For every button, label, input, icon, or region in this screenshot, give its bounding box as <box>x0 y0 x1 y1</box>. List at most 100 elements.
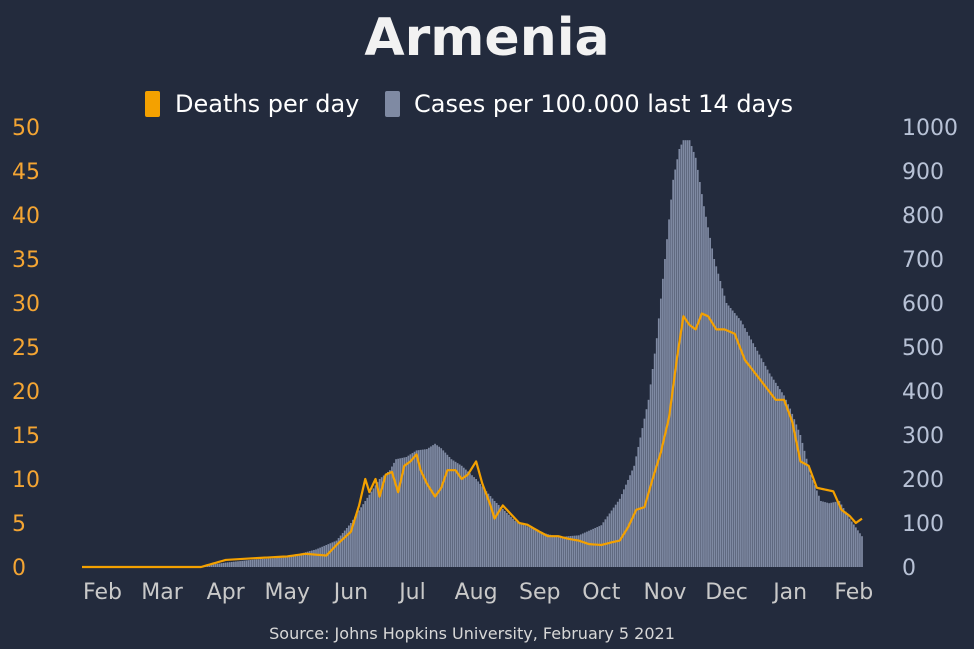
cases-bar <box>639 437 642 567</box>
cases-bar <box>331 542 334 567</box>
cases-bar <box>259 559 262 567</box>
cases-bar <box>386 471 389 567</box>
cases-bar <box>315 549 317 567</box>
y-right-tick-label: 700 <box>902 248 944 273</box>
cases-bar <box>512 518 514 567</box>
cases-bar <box>241 560 243 567</box>
cases-bar <box>311 550 313 567</box>
cases-bar <box>267 558 270 567</box>
cases-bar <box>795 424 798 567</box>
cases-bar <box>508 514 510 567</box>
cases-bar <box>520 523 523 567</box>
cases-bar <box>257 559 260 567</box>
cases-bar <box>534 529 537 567</box>
y-right-tick-label: 900 <box>902 160 944 185</box>
cases-bar <box>783 395 785 567</box>
cases-bar <box>245 560 248 567</box>
cases-bar <box>284 557 287 567</box>
cases-bar <box>760 358 763 567</box>
cases-bar <box>436 445 438 567</box>
x-tick-label: Jun <box>332 580 368 605</box>
cases-bar <box>715 266 718 567</box>
cases-bar <box>462 467 465 567</box>
x-tick-label: Oct <box>582 580 620 605</box>
cases-bar <box>432 445 434 567</box>
cases-bar <box>473 477 475 567</box>
x-tick-label: Aug <box>455 580 498 605</box>
cases-bar <box>586 531 588 567</box>
cases-bar <box>391 466 393 567</box>
legend-label-deaths: Deaths per day <box>175 90 359 118</box>
y-right-tick-label: 600 <box>902 292 944 317</box>
cases-bar <box>770 376 773 567</box>
y-right-tick-label: 1000 <box>902 116 958 141</box>
x-tick-label: Nov <box>643 580 686 605</box>
cases-bar <box>848 518 851 567</box>
cases-bar <box>333 541 336 567</box>
y-left-tick-label: 50 <box>12 116 40 141</box>
cases-bar <box>698 182 701 567</box>
y-left-tick-label: 0 <box>12 556 26 581</box>
y-axis-right: 0 100 200 300 400 500 600 700 800 900 1000 <box>902 116 958 581</box>
cases-bar <box>380 477 383 567</box>
cases-bar <box>592 528 594 567</box>
x-tick-label: Feb <box>834 580 873 605</box>
cases-bar <box>356 513 358 567</box>
cases-bar <box>313 549 315 567</box>
cases-bar <box>772 379 775 567</box>
cases-bar <box>561 536 564 567</box>
cases-bar <box>343 530 346 567</box>
cases-bar <box>456 463 459 567</box>
x-tick-label: Jul <box>397 580 426 605</box>
cases-bar <box>573 535 576 567</box>
cases-bar <box>495 502 498 567</box>
x-tick-label: Apr <box>207 580 246 605</box>
cases-bar <box>785 399 787 567</box>
cases-bar <box>317 548 319 567</box>
cases-bar <box>719 281 722 567</box>
cases-bar <box>237 561 239 567</box>
cases-bar <box>395 459 397 567</box>
cases-bar <box>557 537 560 567</box>
cases-bar <box>555 536 558 567</box>
cases-bar <box>423 449 426 567</box>
cases-bar <box>216 563 219 567</box>
cases-bar <box>224 562 227 567</box>
cases-bar <box>304 552 307 567</box>
cases-bar <box>711 248 714 567</box>
cases-bar <box>540 532 543 567</box>
cases-bar <box>487 493 490 567</box>
cases-bar <box>846 515 849 567</box>
cases-bar <box>606 516 609 567</box>
cases-bar <box>559 536 562 567</box>
cases-bar <box>339 535 342 567</box>
cases-bar <box>637 446 640 567</box>
chart-title: Armenia <box>364 8 609 68</box>
cases-bar <box>620 494 623 567</box>
cases-bar <box>696 169 699 567</box>
cases-bar <box>756 350 759 567</box>
cases-bar <box>278 557 280 567</box>
cases-bar <box>389 470 391 567</box>
legend: Deaths per day Cases per 100.000 last 14… <box>145 90 793 118</box>
cases-bar <box>469 473 471 567</box>
cases-bar <box>680 144 683 567</box>
cases-bar <box>370 491 373 567</box>
cases-bar <box>809 474 812 567</box>
cases-bar <box>376 482 379 567</box>
cases-bar <box>824 502 826 567</box>
cases-bar <box>594 527 597 567</box>
cases-bar <box>690 146 693 567</box>
cases-bar <box>212 564 215 567</box>
cases-bar <box>399 458 402 567</box>
cases-bar <box>664 259 666 567</box>
cases-bar <box>612 507 615 567</box>
cases-bar <box>300 553 303 567</box>
y-right-tick-label: 500 <box>902 336 944 361</box>
cases-bar <box>415 450 418 567</box>
x-tick-label: Dec <box>705 580 748 605</box>
cases-bar <box>467 471 469 567</box>
cases-bar <box>575 535 578 567</box>
cases-bar <box>280 557 282 567</box>
legend-swatch-deaths <box>145 91 160 117</box>
